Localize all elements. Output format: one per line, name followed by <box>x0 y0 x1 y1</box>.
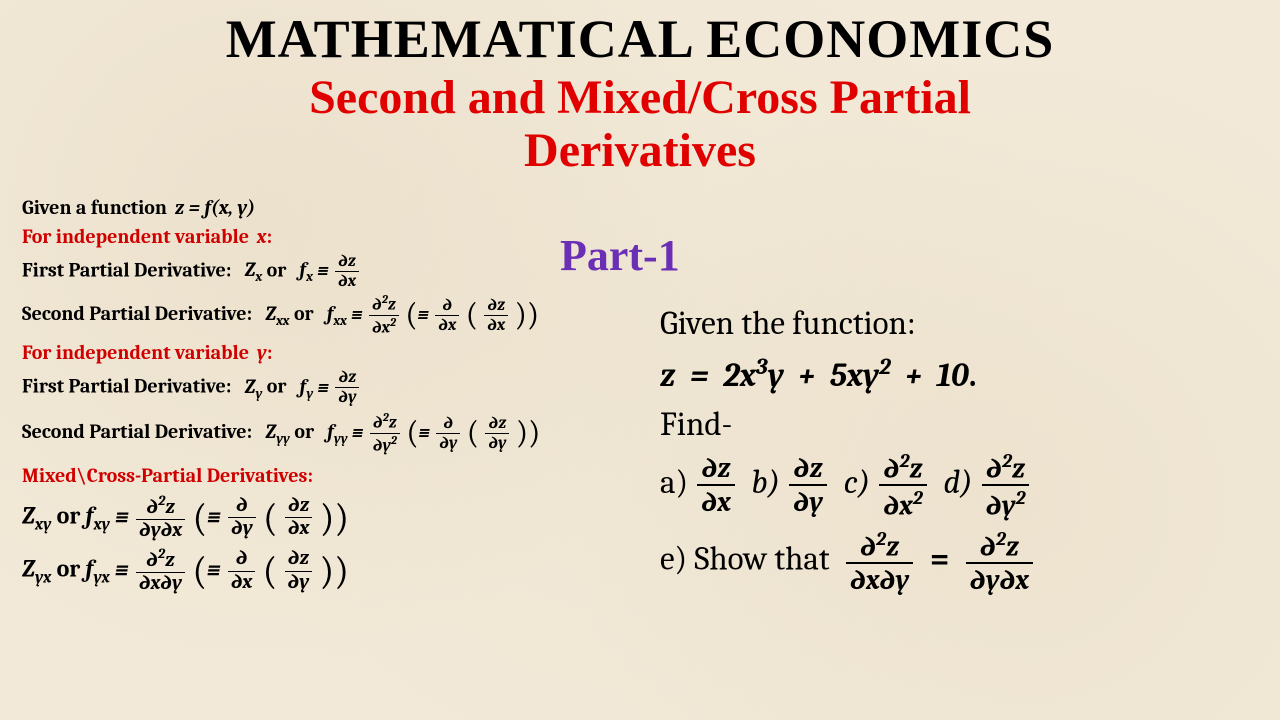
definitions-column: Given a function z = f(x, y) For indepen… <box>22 195 632 601</box>
main-title: MATHEMATICAL ECONOMICS <box>0 0 1280 70</box>
given-eq: z = f(x, y) <box>170 196 255 219</box>
subtitle: Second and Mixed/Cross Partial Derivativ… <box>0 72 1280 178</box>
subtitle-line2: Derivatives <box>524 124 756 177</box>
first-partial-y: First Partial Derivative: Zy or fy ≡ ∂z∂… <box>22 369 632 406</box>
second-partial-x: Second Partial Derivative: Zxx or fxx ≡ … <box>22 294 632 336</box>
mixed-heading: Mixed\Cross-Partial Derivatives: <box>22 463 632 488</box>
var-x: x <box>253 225 267 248</box>
problem-column: Given the function: z = 2x3y + 5xy2 + 10… <box>660 300 1260 594</box>
mixed-yx: Zyx or fyx ≡ ∂2z∂x∂y (≡ ∂∂x ( ∂z∂y )) <box>22 547 632 595</box>
given-function-heading: Given the function: <box>660 300 1260 350</box>
second-partial-y: Second Partial Derivative: Zyy or fyy ≡ … <box>22 412 632 454</box>
function-equation: z = 2x3y + 5xy2 + 10. <box>660 350 1260 402</box>
options-abcd: a) ∂z∂x b) ∂z∂y c) ∂2z∂x2 d) ∂2z∂y2 <box>660 451 1260 520</box>
given-label: Given a function <box>22 196 167 219</box>
for-y-line: For independent variable y: <box>22 340 632 365</box>
for-x-label: For independent variable <box>22 225 249 248</box>
subtitle-line1: Second and Mixed/Cross Partial <box>309 71 971 124</box>
find-label: Find- <box>660 401 1260 451</box>
first-partial-x: First Partial Derivative: Zx or fx ≡ ∂z∂… <box>22 253 632 290</box>
mixed-xy: Zxy or fxy ≡ ∂2z∂y∂x (≡ ∂∂y ( ∂z∂x )) <box>22 494 632 542</box>
var-y: y <box>253 341 267 364</box>
for-y-label: For independent variable <box>22 341 249 364</box>
option-e: e) Show that ∂2z∂x∂y = ∂2z∂y∂x <box>660 529 1260 594</box>
for-x-line: For independent variable x: <box>22 224 632 249</box>
given-function-line: Given a function z = f(x, y) <box>22 195 632 220</box>
